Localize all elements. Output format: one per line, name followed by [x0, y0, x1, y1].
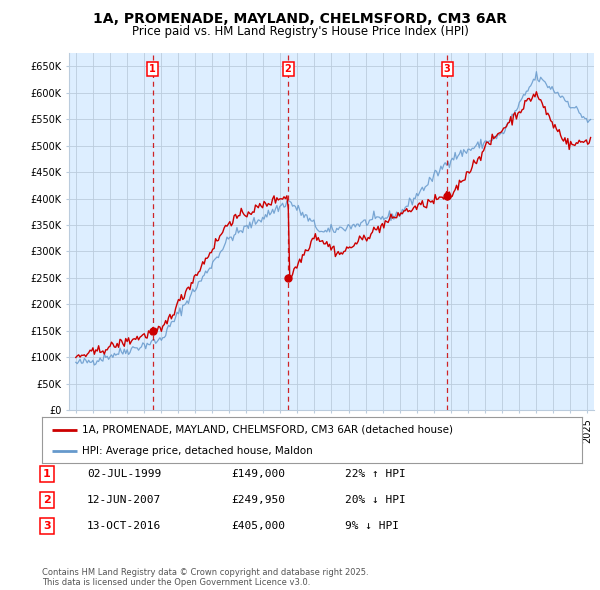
Text: Price paid vs. HM Land Registry's House Price Index (HPI): Price paid vs. HM Land Registry's House …: [131, 25, 469, 38]
Text: 20% ↓ HPI: 20% ↓ HPI: [345, 496, 406, 505]
Text: 3: 3: [444, 64, 451, 74]
Text: £249,950: £249,950: [231, 496, 285, 505]
Text: 3: 3: [43, 522, 50, 531]
Text: 22% ↑ HPI: 22% ↑ HPI: [345, 470, 406, 479]
Text: 02-JUL-1999: 02-JUL-1999: [87, 470, 161, 479]
Text: 1: 1: [149, 64, 156, 74]
Text: 13-OCT-2016: 13-OCT-2016: [87, 522, 161, 531]
Text: HPI: Average price, detached house, Maldon: HPI: Average price, detached house, Mald…: [83, 445, 313, 455]
Text: £149,000: £149,000: [231, 470, 285, 479]
Text: 2: 2: [43, 496, 50, 505]
Text: Contains HM Land Registry data © Crown copyright and database right 2025.
This d: Contains HM Land Registry data © Crown c…: [42, 568, 368, 587]
Text: £405,000: £405,000: [231, 522, 285, 531]
Text: 1A, PROMENADE, MAYLAND, CHELMSFORD, CM3 6AR (detached house): 1A, PROMENADE, MAYLAND, CHELMSFORD, CM3 …: [83, 425, 454, 435]
Text: 9% ↓ HPI: 9% ↓ HPI: [345, 522, 399, 531]
Text: 12-JUN-2007: 12-JUN-2007: [87, 496, 161, 505]
Text: 1A, PROMENADE, MAYLAND, CHELMSFORD, CM3 6AR: 1A, PROMENADE, MAYLAND, CHELMSFORD, CM3 …: [93, 12, 507, 26]
Text: 2: 2: [284, 64, 292, 74]
Text: 1: 1: [43, 470, 50, 479]
